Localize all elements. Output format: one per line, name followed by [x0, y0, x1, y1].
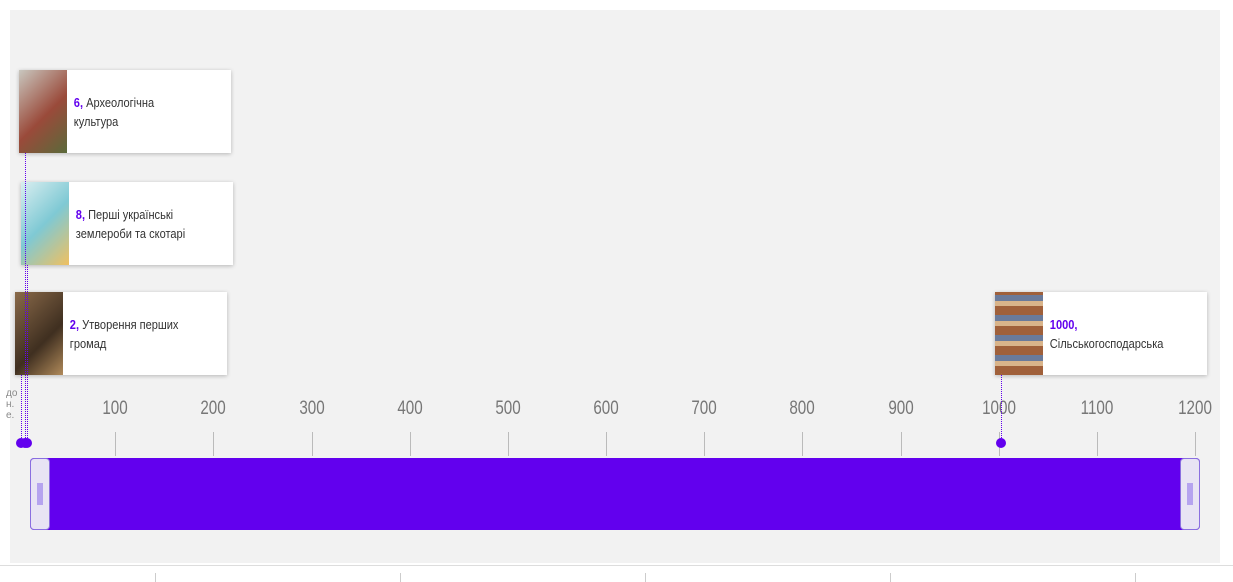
era-note: до н.е.: [6, 388, 18, 421]
event-connector: [26, 265, 28, 442]
event-text: 1000, Сільськогосподарська: [1043, 315, 1182, 353]
bottom-axis: [0, 565, 1233, 566]
tick-mark: [311, 432, 313, 456]
event-card[interactable]: 2, Утворення перших громад: [14, 292, 227, 375]
event-title: Утворення перших громад: [69, 316, 179, 351]
event-connector: [20, 375, 22, 442]
event-image: [14, 292, 63, 375]
tick-mark: [409, 432, 411, 456]
event-text: 6, Археологічна культура: [67, 93, 206, 131]
tick-label: 1000: [981, 398, 1016, 419]
event-connector: [1000, 375, 1002, 442]
event-text: 8, Перші українські землероби та скотарі: [69, 205, 208, 243]
tick-label: 100: [102, 398, 128, 419]
tick-label: 400: [396, 398, 423, 419]
event-card[interactable]: 8, Перші українські землероби та скотарі: [20, 182, 233, 265]
tick-mark: [900, 432, 902, 456]
event-image: [20, 182, 69, 265]
event-year: 2,: [69, 316, 79, 332]
bottom-tick: [155, 573, 156, 582]
tick-label: 300: [298, 398, 325, 419]
event-marker[interactable]: [995, 438, 1006, 448]
tick-mark: [802, 432, 804, 456]
event-title: Перші українські землероби та скотарі: [75, 206, 186, 241]
event-year: 1000,: [1049, 316, 1078, 332]
tick-label: 500: [495, 398, 521, 419]
tick-mark: [1096, 432, 1098, 456]
event-image: [994, 292, 1043, 375]
bottom-tick: [1135, 573, 1136, 582]
event-text: 2, Утворення перших громад: [63, 315, 202, 353]
tick-mark: [704, 432, 706, 456]
tick-label: 1200: [1178, 398, 1212, 419]
event-year: 6,: [73, 94, 83, 110]
tick-label: 900: [887, 398, 914, 419]
event-title: Сільськогосподарська: [1049, 335, 1164, 351]
tick-mark: [115, 432, 117, 456]
tick-label: 700: [691, 398, 717, 419]
event-year: 8,: [75, 206, 85, 222]
tick-mark: [606, 432, 607, 456]
event-connector: [24, 153, 26, 442]
event-marker[interactable]: [19, 438, 30, 448]
range-handle-right[interactable]: [1180, 458, 1200, 530]
bottom-tick: [890, 573, 891, 582]
event-card[interactable]: 6, Археологічна культура: [18, 70, 231, 153]
range-handle-left[interactable]: [30, 458, 50, 530]
event-card[interactable]: 1000, Сільськогосподарська: [994, 292, 1207, 375]
bottom-tick: [645, 573, 646, 582]
range-bar[interactable]: [30, 458, 1200, 530]
tick-label: 600: [593, 398, 619, 419]
tick-label: 1100: [1080, 398, 1114, 419]
tick-label: 200: [200, 398, 227, 419]
tick-label: 800: [789, 398, 816, 419]
event-image: [18, 70, 67, 153]
tick-mark: [1195, 432, 1196, 456]
tick-mark: [213, 432, 215, 456]
bottom-tick: [400, 573, 401, 582]
tick-mark: [507, 432, 509, 456]
event-title: Археологічна культура: [73, 94, 155, 129]
